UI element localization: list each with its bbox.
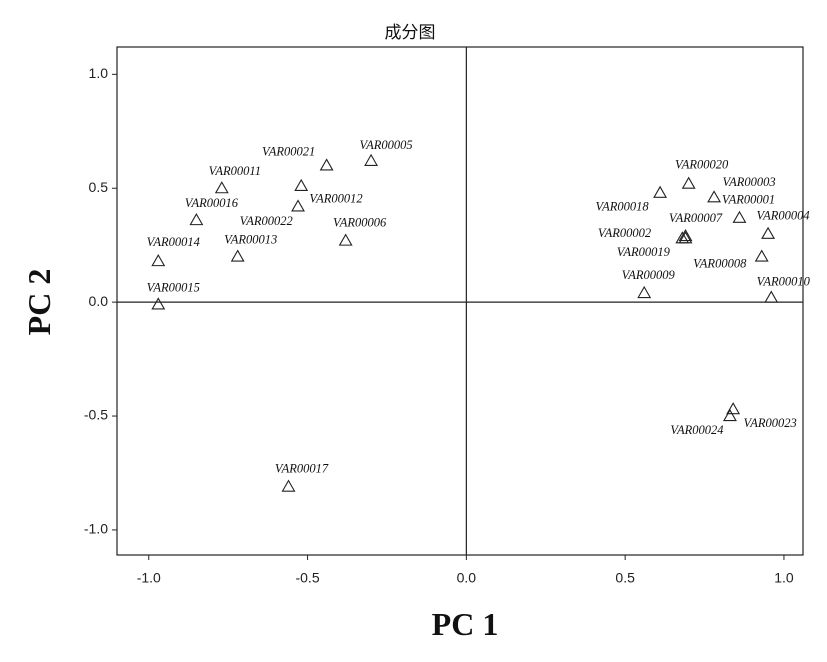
x-tick-label: 0.5 bbox=[615, 570, 635, 586]
point bbox=[294, 178, 309, 192]
x-tick-label: 1.0 bbox=[774, 570, 794, 586]
point-label: VAR00018 bbox=[595, 200, 649, 214]
y-tick-label: -1.0 bbox=[84, 521, 108, 537]
point-label: VAR00013 bbox=[224, 232, 277, 246]
x-tick-label: -0.5 bbox=[295, 570, 319, 586]
x-axis-label: PC 1 bbox=[432, 606, 499, 642]
point-label: VAR00023 bbox=[744, 416, 797, 430]
point-label: VAR00009 bbox=[622, 268, 676, 282]
point bbox=[151, 297, 166, 310]
point-label: VAR00005 bbox=[359, 138, 412, 152]
point bbox=[707, 190, 722, 203]
point-label: VAR00001 bbox=[722, 193, 775, 207]
point bbox=[230, 249, 245, 262]
point bbox=[754, 249, 769, 262]
x-tick-label: -1.0 bbox=[137, 570, 161, 586]
point-label: VAR00016 bbox=[185, 196, 239, 210]
point bbox=[281, 479, 296, 492]
point bbox=[732, 210, 747, 223]
point-label: VAR00015 bbox=[147, 280, 200, 294]
point bbox=[151, 254, 166, 267]
point bbox=[678, 228, 693, 242]
point-label: VAR00012 bbox=[309, 191, 362, 205]
point bbox=[637, 285, 652, 299]
point bbox=[681, 176, 696, 189]
point bbox=[726, 402, 741, 415]
point bbox=[364, 153, 379, 166]
point bbox=[319, 158, 334, 171]
point-label: VAR00002 bbox=[598, 226, 651, 240]
point bbox=[214, 181, 229, 194]
point-label: VAR00022 bbox=[240, 214, 293, 228]
chart-title: 成分图 bbox=[385, 23, 436, 42]
point bbox=[675, 231, 690, 244]
point bbox=[291, 199, 305, 212]
point-label: VAR00011 bbox=[209, 164, 261, 178]
point-label: VAR00017 bbox=[275, 462, 329, 476]
y-axis-label: PC 2 bbox=[21, 269, 57, 336]
point-label: VAR00006 bbox=[333, 216, 387, 230]
plot-frame bbox=[116, 46, 804, 556]
point-label: VAR00014 bbox=[147, 235, 200, 249]
x-tick-label: 0.0 bbox=[457, 570, 477, 586]
y-tick-label: 1.0 bbox=[89, 65, 109, 81]
point-label: VAR00024 bbox=[670, 423, 723, 437]
point-label: VAR00008 bbox=[693, 256, 747, 270]
y-tick-label: -0.5 bbox=[84, 407, 108, 423]
point-label: VAR00007 bbox=[669, 211, 723, 225]
point bbox=[189, 213, 204, 226]
point-label: VAR00019 bbox=[617, 245, 671, 259]
point bbox=[723, 408, 737, 422]
y-tick-label: 0.5 bbox=[89, 179, 109, 195]
y-tick-label: 0.0 bbox=[89, 293, 109, 309]
point bbox=[761, 226, 776, 239]
point-label: VAR00003 bbox=[722, 175, 775, 189]
point-label: VAR00021 bbox=[262, 144, 315, 158]
point bbox=[764, 290, 779, 303]
point bbox=[338, 233, 353, 246]
point bbox=[653, 185, 668, 198]
point-label: VAR00020 bbox=[675, 158, 729, 172]
point-label: VAR00004 bbox=[756, 209, 809, 223]
point-label: VAR00010 bbox=[757, 274, 811, 288]
